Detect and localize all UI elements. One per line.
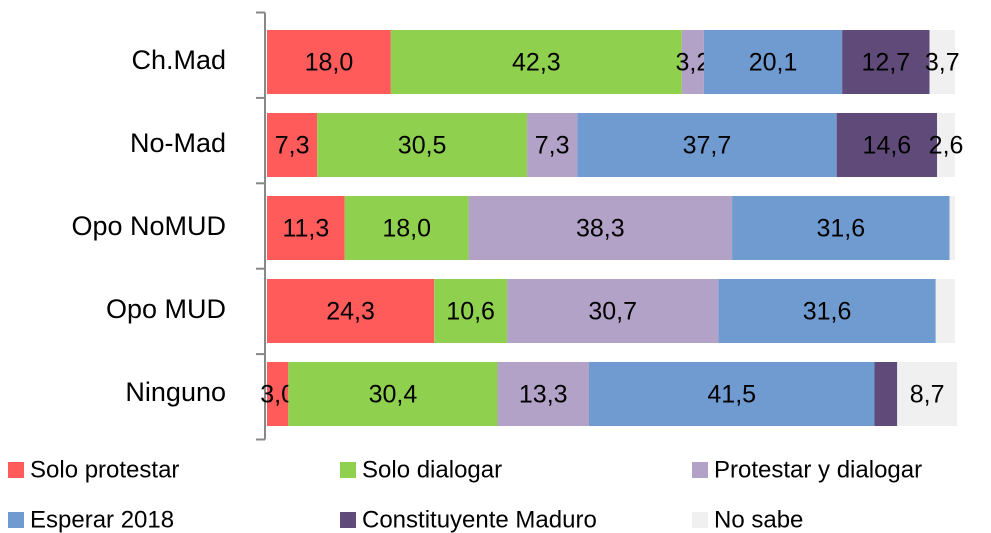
bar-segment	[267, 196, 345, 260]
legend-label: Constituyente Maduro	[362, 506, 597, 533]
data-label: 2,6	[929, 132, 964, 160]
data-label: 13,3	[519, 381, 568, 409]
bar-segment	[897, 362, 958, 426]
bar-segment	[718, 279, 936, 343]
data-label: 20,1	[749, 49, 798, 77]
bar-segment	[937, 113, 955, 177]
data-label: 41,5	[707, 381, 756, 409]
data-label: 38,3	[576, 215, 625, 243]
legend-swatch	[692, 462, 708, 478]
data-label: 12,7	[862, 49, 911, 77]
bar-segment	[507, 279, 719, 343]
data-label: 31,6	[816, 215, 865, 243]
data-label: 14,6	[863, 132, 912, 160]
bar-segment	[732, 196, 950, 260]
bar-segment	[267, 30, 391, 94]
bar-segment	[267, 279, 435, 343]
y-tick-label: No-Mad	[130, 128, 226, 158]
data-label: 7,3	[535, 132, 570, 160]
bar-segment	[577, 113, 837, 177]
bar-segment	[681, 30, 704, 94]
data-label: 18,0	[382, 215, 431, 243]
data-label: 24,3	[326, 298, 375, 326]
bar-segment	[836, 113, 938, 177]
bar-segment	[929, 30, 955, 94]
legend-swatch	[8, 462, 24, 478]
data-label: 3,7	[925, 49, 960, 77]
legend-label: Protestar y dialogar	[714, 456, 922, 483]
legend-label: Solo dialogar	[362, 456, 502, 483]
legend-swatch	[8, 512, 24, 528]
legend-label: Esperar 2018	[30, 506, 174, 533]
y-tick-label: Ch.Mad	[131, 45, 226, 75]
bar-segment	[267, 113, 318, 177]
legend-swatch	[340, 512, 356, 528]
data-label: 7,3	[275, 132, 310, 160]
data-label: 30,7	[588, 298, 637, 326]
bar-segment	[267, 362, 289, 426]
data-label: 30,4	[369, 381, 418, 409]
data-label: 10,6	[446, 298, 495, 326]
bar-segment	[935, 279, 955, 343]
bar-segment	[497, 362, 589, 426]
y-tick-label: Opo MUD	[106, 294, 226, 324]
bar-segment	[842, 30, 930, 94]
legend-swatch	[340, 462, 356, 478]
data-label: 37,7	[683, 132, 732, 160]
bar-segment	[527, 113, 578, 177]
bar-segment	[874, 362, 898, 426]
y-tick-label: Ninguno	[125, 377, 226, 407]
legend-label: Solo protestar	[30, 456, 179, 483]
legend-label: No sabe	[714, 506, 803, 533]
data-label: 18,0	[305, 49, 354, 77]
data-label: 42,3	[512, 49, 561, 77]
bar-segment	[588, 362, 875, 426]
data-label: 30,5	[398, 132, 447, 160]
data-label: 8,7	[910, 381, 945, 409]
data-label: 31,6	[803, 298, 852, 326]
y-tick-label: Opo NoMUD	[71, 211, 226, 241]
bar-segment	[288, 362, 498, 426]
legend-swatch	[692, 512, 708, 528]
bar-segment	[434, 279, 508, 343]
bar-segment	[949, 196, 955, 260]
data-label: 11,3	[282, 215, 329, 243]
bar-segment	[390, 30, 682, 94]
bar-segment	[344, 196, 469, 260]
bar-segment	[468, 196, 733, 260]
bar-segment	[317, 113, 528, 177]
bar-segment	[703, 30, 843, 94]
